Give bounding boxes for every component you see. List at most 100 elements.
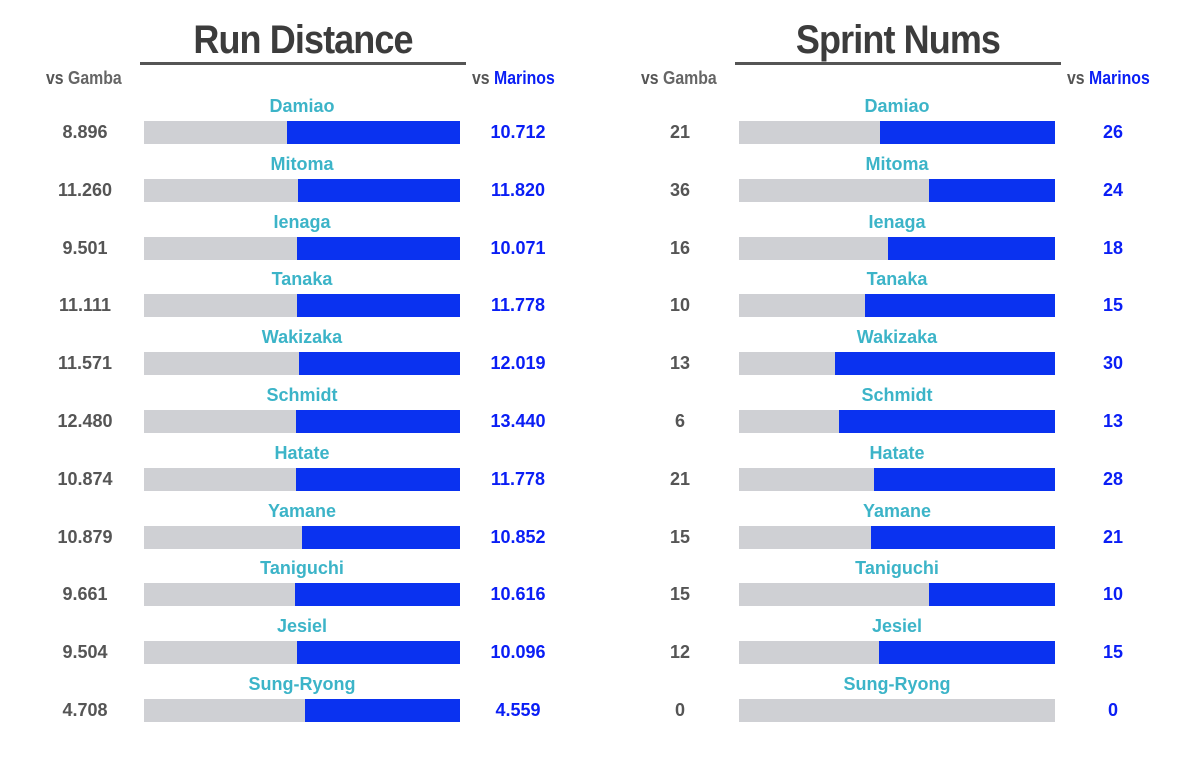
gamba-value-label: 9.504 — [62, 642, 108, 663]
title-underline — [735, 62, 1061, 65]
marinos-value-label: 30 — [1102, 353, 1124, 374]
marinos-value-label: 10 — [1102, 584, 1124, 605]
marinos-bar — [870, 525, 1055, 549]
legend-marinos-prefix: vs — [1067, 68, 1085, 88]
gamba-value-label: 15 — [669, 526, 691, 547]
bar-row: Schmidt 12.480 13.440 — [40, 385, 600, 443]
player-label: Schmidt — [861, 385, 933, 405]
marinos-bar — [297, 641, 460, 665]
gamba-value-label: 11.111 — [58, 295, 112, 316]
player-label: Wakizaka — [261, 327, 343, 348]
marinos-bar — [295, 467, 460, 491]
gamba-bar — [739, 583, 1055, 607]
marinos-bar — [296, 410, 460, 433]
bar-row: Jesiel 12 15 — [635, 616, 1195, 674]
gamba-bar — [144, 641, 460, 665]
player-label: Damiao — [864, 96, 930, 116]
gamba-bar — [739, 699, 1055, 722]
marinos-bar — [302, 525, 460, 549]
legend-marinos: vs Marinos — [472, 68, 555, 89]
marinos-bar — [865, 294, 1055, 318]
bar-row: Jesiel 9.504 10.096 — [40, 616, 600, 674]
player-label: Mitoma — [865, 153, 929, 174]
marinos-value-label: 18 — [1102, 237, 1124, 258]
bar-row: Yamane 10.879 10.852 — [40, 501, 600, 559]
gamba-bar — [144, 699, 460, 722]
marinos-bar — [887, 236, 1055, 260]
marinos-value-label: 10.616 — [490, 584, 546, 605]
gamba-value-label: 10.874 — [57, 468, 113, 489]
bar-row: Taniguchi 9.661 10.616 — [40, 558, 600, 616]
legend-marinos-team: Marinos — [1089, 68, 1150, 88]
marinos-bar — [298, 178, 460, 202]
marinos-value-label: 13.440 — [490, 411, 546, 431]
gamba-bar — [144, 467, 460, 491]
gamba-value-label: 12 — [669, 642, 691, 663]
marinos-bar — [287, 121, 460, 144]
player-label: Hatate — [274, 442, 330, 463]
player-label: Ienaga — [868, 211, 926, 232]
gamba-bar — [144, 583, 460, 607]
gamba-value-label: 21 — [669, 468, 691, 489]
bar-row: Wakizaka 13 30 — [635, 327, 1195, 385]
marinos-value-label: 11.778 — [490, 295, 546, 316]
marinos-bar — [879, 641, 1055, 665]
bar-row: Damiao 8.896 10.712 — [40, 96, 600, 154]
gamba-bar — [739, 410, 1055, 433]
gamba-value-label: 11.571 — [57, 353, 113, 374]
marinos-bar — [874, 467, 1055, 491]
bar-row: Wakizaka 11.571 12.019 — [40, 327, 600, 385]
player-label: Tanaka — [866, 269, 928, 290]
marinos-bar — [299, 352, 460, 376]
gamba-bar — [144, 121, 460, 144]
player-label: Sung-Ryong — [843, 674, 951, 694]
bar-row: Mitoma 36 24 — [635, 154, 1195, 212]
gamba-bar — [739, 641, 1055, 665]
gamba-bar — [144, 352, 460, 376]
gamba-value-label: 4.708 — [62, 700, 108, 720]
legend-gamba-prefix: vs — [641, 68, 659, 88]
gamba-value-label: 15 — [669, 584, 691, 605]
gamba-bar — [144, 236, 460, 260]
gamba-bar — [144, 410, 460, 433]
bar-row: Yamane 15 21 — [635, 501, 1195, 559]
run-distance-panel: Run Distance vs Gamba vs Marinos Damiao 8… — [40, 0, 600, 768]
player-label: Sung-Ryong — [248, 674, 356, 694]
bar-row: Ienaga 16 18 — [635, 212, 1195, 270]
legend-marinos-prefix: vs — [472, 68, 490, 88]
legend-gamba: vs Gamba — [641, 68, 717, 89]
player-label: Yamane — [267, 500, 337, 521]
marinos-bar — [880, 121, 1055, 144]
marinos-value-label: 12.019 — [490, 353, 546, 374]
sprint-nums-panel: Sprint Nums vs Gamba vs Marinos Damiao 21… — [635, 0, 1195, 768]
marinos-value-label: 11.820 — [490, 179, 546, 200]
bar-row: Ienaga 9.501 10.071 — [40, 212, 600, 270]
gamba-value-label: 0 — [674, 700, 685, 720]
player-label: Tanaka — [271, 269, 333, 290]
gamba-value-label: 8.896 — [62, 122, 108, 142]
marinos-value-label: 15 — [1102, 642, 1124, 663]
marinos-value-label: 10.852 — [490, 526, 546, 547]
player-label: Wakizaka — [856, 327, 938, 348]
marinos-value-label: 11.778 — [490, 468, 546, 489]
player-label: Jesiel — [871, 616, 923, 637]
gamba-value-label: 10 — [669, 295, 691, 316]
title-underline — [140, 62, 466, 65]
gamba-bar — [739, 121, 1055, 144]
marinos-value-label: 4.559 — [495, 700, 541, 720]
bar-row: Mitoma 11.260 11.820 — [40, 154, 600, 212]
player-label: Hatate — [869, 442, 925, 463]
bar-row: Hatate 21 28 — [635, 443, 1195, 501]
bar-row: Sung-Ryong 4.708 4.559 — [40, 674, 600, 732]
gamba-value-label: 21 — [669, 122, 691, 142]
gamba-value-label: 10.879 — [57, 526, 113, 547]
player-label: Yamane — [862, 500, 932, 521]
bar-row: Taniguchi 15 10 — [635, 558, 1195, 616]
bar-row: Hatate 10.874 11.778 — [40, 443, 600, 501]
marinos-value-label: 26 — [1102, 122, 1124, 142]
legend-marinos-team: Marinos — [494, 68, 555, 88]
legend-gamba-team: Gamba — [68, 68, 122, 88]
player-label: Mitoma — [270, 153, 334, 174]
gamba-bar — [739, 294, 1055, 318]
marinos-value-label: 10.096 — [490, 642, 546, 663]
